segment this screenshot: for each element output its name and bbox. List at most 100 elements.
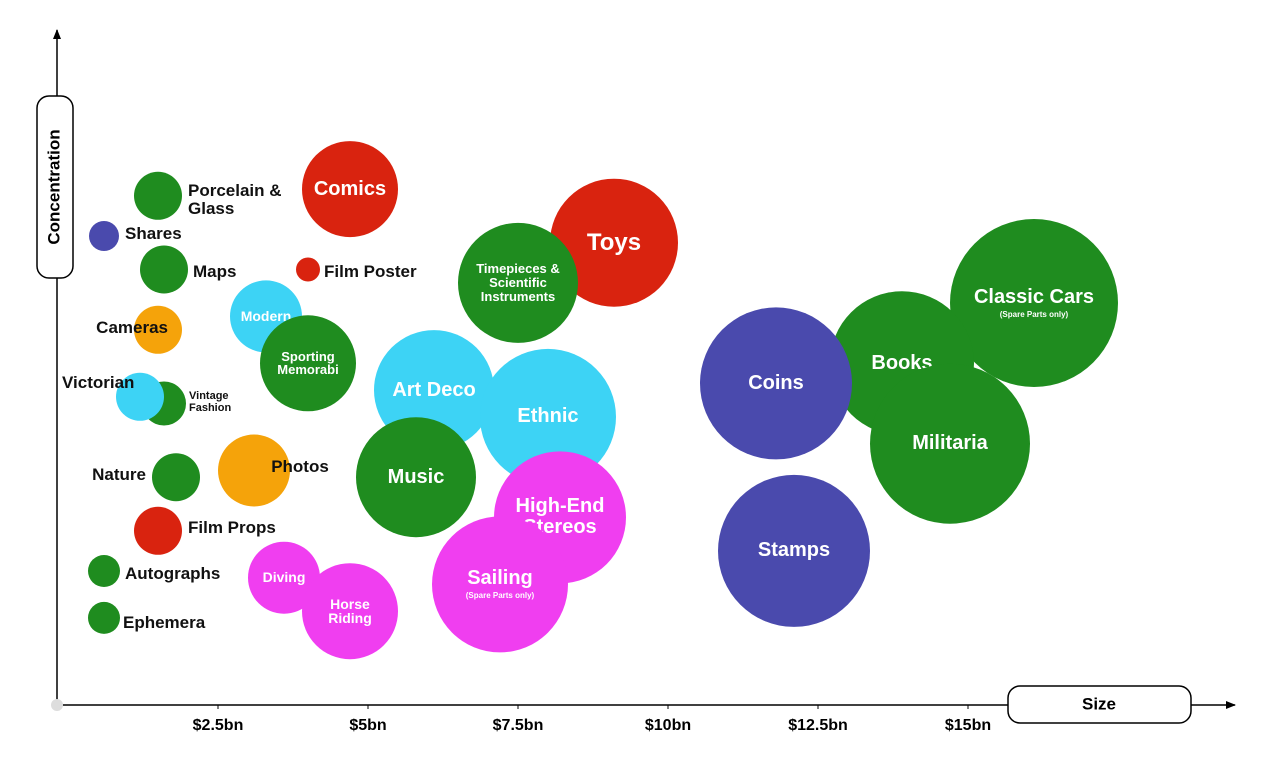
- x-tick-label: $15bn: [945, 717, 991, 734]
- bubble-label: Ephemera: [123, 611, 233, 635]
- bubble-label: Stamps: [726, 490, 863, 612]
- bubble: [248, 541, 320, 614]
- x-tick-label: $10bn: [645, 717, 691, 734]
- label-box: Shares: [125, 224, 182, 244]
- label-box: Toys: [556, 192, 671, 294]
- bubble: [356, 417, 476, 538]
- bubble-name: Nature: [92, 465, 146, 485]
- label-box: Film Props: [188, 516, 308, 540]
- label-box: Coins: [708, 323, 845, 445]
- x-axis-label: Size: [1082, 694, 1116, 713]
- x-tick-label: $5bn: [349, 717, 386, 734]
- bubble: [88, 555, 120, 587]
- bubble-name: Sporting Memorabi: [277, 348, 339, 378]
- bubble-name: Horse Riding: [328, 595, 372, 627]
- bubble-label: Classic Cars (Spare Parts only): [958, 236, 1109, 370]
- bubble-label: Film Poster: [324, 260, 444, 284]
- label-box: Ephemera: [123, 611, 233, 635]
- bubble-label: Militaria: [878, 380, 1022, 508]
- label-box: Porcelain & Glass: [188, 178, 308, 222]
- bubble-note: (Spare Parts only): [999, 309, 1069, 319]
- bubble-label: Ethnic: [487, 363, 609, 472]
- bubble: [218, 434, 290, 507]
- bubble: [432, 516, 568, 653]
- bubble: [89, 221, 119, 251]
- bubble: [950, 219, 1118, 387]
- bubble-name: Maps: [193, 262, 237, 282]
- label-box: Diving: [252, 549, 317, 607]
- label-box: Music: [388, 466, 445, 487]
- y-label-box: [36, 95, 74, 279]
- bubble-name: Ethnic: [517, 405, 579, 428]
- bubble-name: Comics: [313, 177, 387, 200]
- label-box: Sailing(Spare Parts only): [439, 530, 561, 639]
- bubble-name: Sailing: [467, 567, 533, 590]
- bubble-label: Toys: [556, 192, 671, 294]
- bubble-name: Porcelain & Glass: [188, 181, 282, 218]
- label-box: Stamps: [726, 490, 863, 612]
- bubble-name: Film Poster: [324, 262, 417, 282]
- bubble-name: Stamps: [757, 539, 831, 562]
- bubble-name: Diving: [262, 569, 306, 586]
- bubble-label: Books: [837, 306, 967, 421]
- label-box: Classic Cars(Spare Parts only): [958, 236, 1109, 370]
- bubble-name: Coins: [748, 371, 804, 394]
- bubble-label: Sailing (Spare Parts only): [439, 530, 561, 639]
- bubble-name: Film Props: [188, 518, 276, 538]
- bubble: [550, 178, 678, 307]
- bubble-label: Photos: [256, 455, 344, 479]
- bubble-label: Film Props: [188, 516, 308, 540]
- bubble-name: Autographs: [125, 564, 221, 584]
- label-box: Modern: [234, 288, 299, 346]
- bubble: [134, 171, 182, 220]
- bubble-label: Vintage Fashion: [189, 388, 259, 418]
- label-box: Cameras: [76, 316, 168, 340]
- label-box: Art Deco: [380, 342, 488, 438]
- x-label-box: [1007, 685, 1192, 724]
- label-box: Ethnic: [487, 363, 609, 472]
- bubble-label: Horse Riding: [307, 573, 393, 650]
- label-box: Film Poster: [324, 260, 444, 284]
- label-box: Comics: [307, 151, 393, 228]
- bubble: [718, 474, 870, 627]
- label-box: Photos: [256, 455, 344, 479]
- bubble-label: Art Deco: [380, 342, 488, 438]
- bubble-name: Art Deco: [392, 378, 476, 401]
- bubble: [458, 222, 578, 343]
- label-box: Militaria: [878, 380, 1022, 508]
- bubble-label: Porcelain & Glass: [188, 178, 308, 222]
- bubble-label: Maps: [193, 260, 273, 284]
- origin: [51, 699, 63, 711]
- label-box: Sporting Memorabi: [277, 348, 339, 378]
- bubble-name: Shares: [125, 224, 182, 244]
- bubble-name: Ephemera: [123, 613, 206, 633]
- bubble: [134, 506, 182, 555]
- bubble: [700, 307, 852, 460]
- bubble-label: Cameras: [76, 316, 168, 340]
- bubble-label: Autographs: [125, 562, 255, 586]
- bubble: [302, 563, 398, 660]
- label-box: Maps: [193, 260, 273, 284]
- bubble-label: Timepieces & Scientific Instruments: [464, 235, 572, 331]
- bubble-label: Diving: [252, 549, 317, 607]
- label-box: Autographs: [125, 562, 255, 586]
- bubble-label: Coins: [708, 323, 845, 445]
- x-tick-label: $7.5bn: [493, 717, 544, 734]
- bubble: [140, 245, 188, 294]
- label-box: Vintage Fashion: [189, 388, 259, 418]
- bubble: [260, 315, 356, 412]
- label-box: Timepieces & Scientific Instruments: [464, 235, 572, 331]
- bubble-name: Victorian: [62, 373, 135, 393]
- bubble: [88, 601, 120, 634]
- bubble: [116, 372, 164, 421]
- bubble-label: Modern: [234, 288, 299, 346]
- label-box: Nature: [92, 465, 146, 485]
- bubble: [296, 257, 320, 282]
- bubble-label: Comics: [307, 151, 393, 228]
- y-axis-label: Concentration: [44, 129, 63, 244]
- bubble: [152, 453, 200, 502]
- bubble-name: Classic Cars: [973, 285, 1095, 308]
- label-box: Books: [837, 306, 967, 421]
- bubble-note: (Spare Parts only): [465, 591, 535, 601]
